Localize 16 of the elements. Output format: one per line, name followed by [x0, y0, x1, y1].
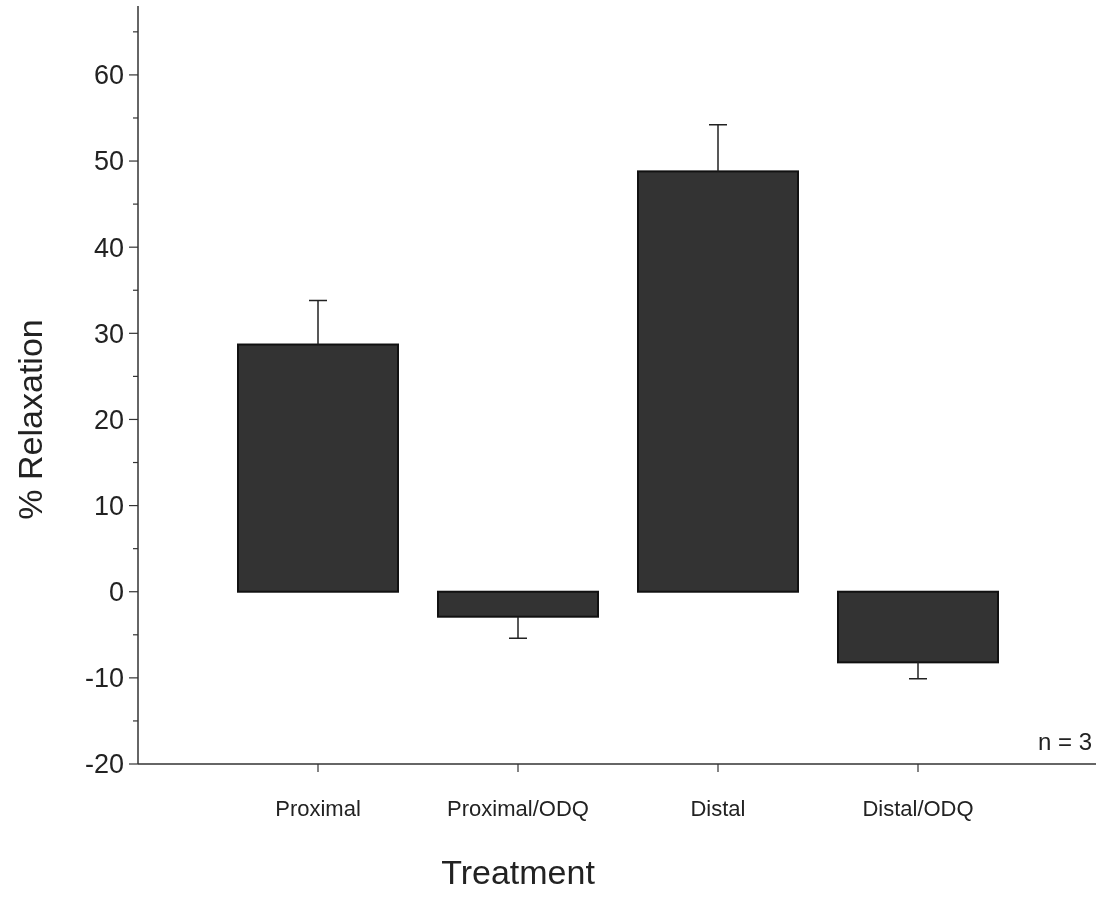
y-tick-label: 10: [93, 491, 124, 522]
y-tick-label: 30: [93, 318, 124, 349]
x-tick-label: Proximal/ODQ: [447, 796, 589, 821]
y-axis-title: % Relaxation: [11, 319, 49, 520]
x-tick-label: Distal: [690, 796, 746, 821]
y-tick-label: 50: [93, 146, 124, 177]
x-tick-label: Distal/ODQ: [862, 796, 974, 821]
y-tick-label: -10: [84, 663, 124, 694]
annotation: n = 3: [1037, 728, 1092, 755]
y-tick-label: 40: [93, 232, 124, 263]
x-axis-title: Treatment: [441, 853, 596, 891]
x-tick-label: Proximal: [275, 796, 361, 821]
y-tick-label: 60: [93, 60, 124, 91]
y-tick-label: 0: [108, 577, 124, 608]
y-tick-label: 20: [93, 404, 124, 435]
y-tick-label: -20: [84, 749, 124, 780]
